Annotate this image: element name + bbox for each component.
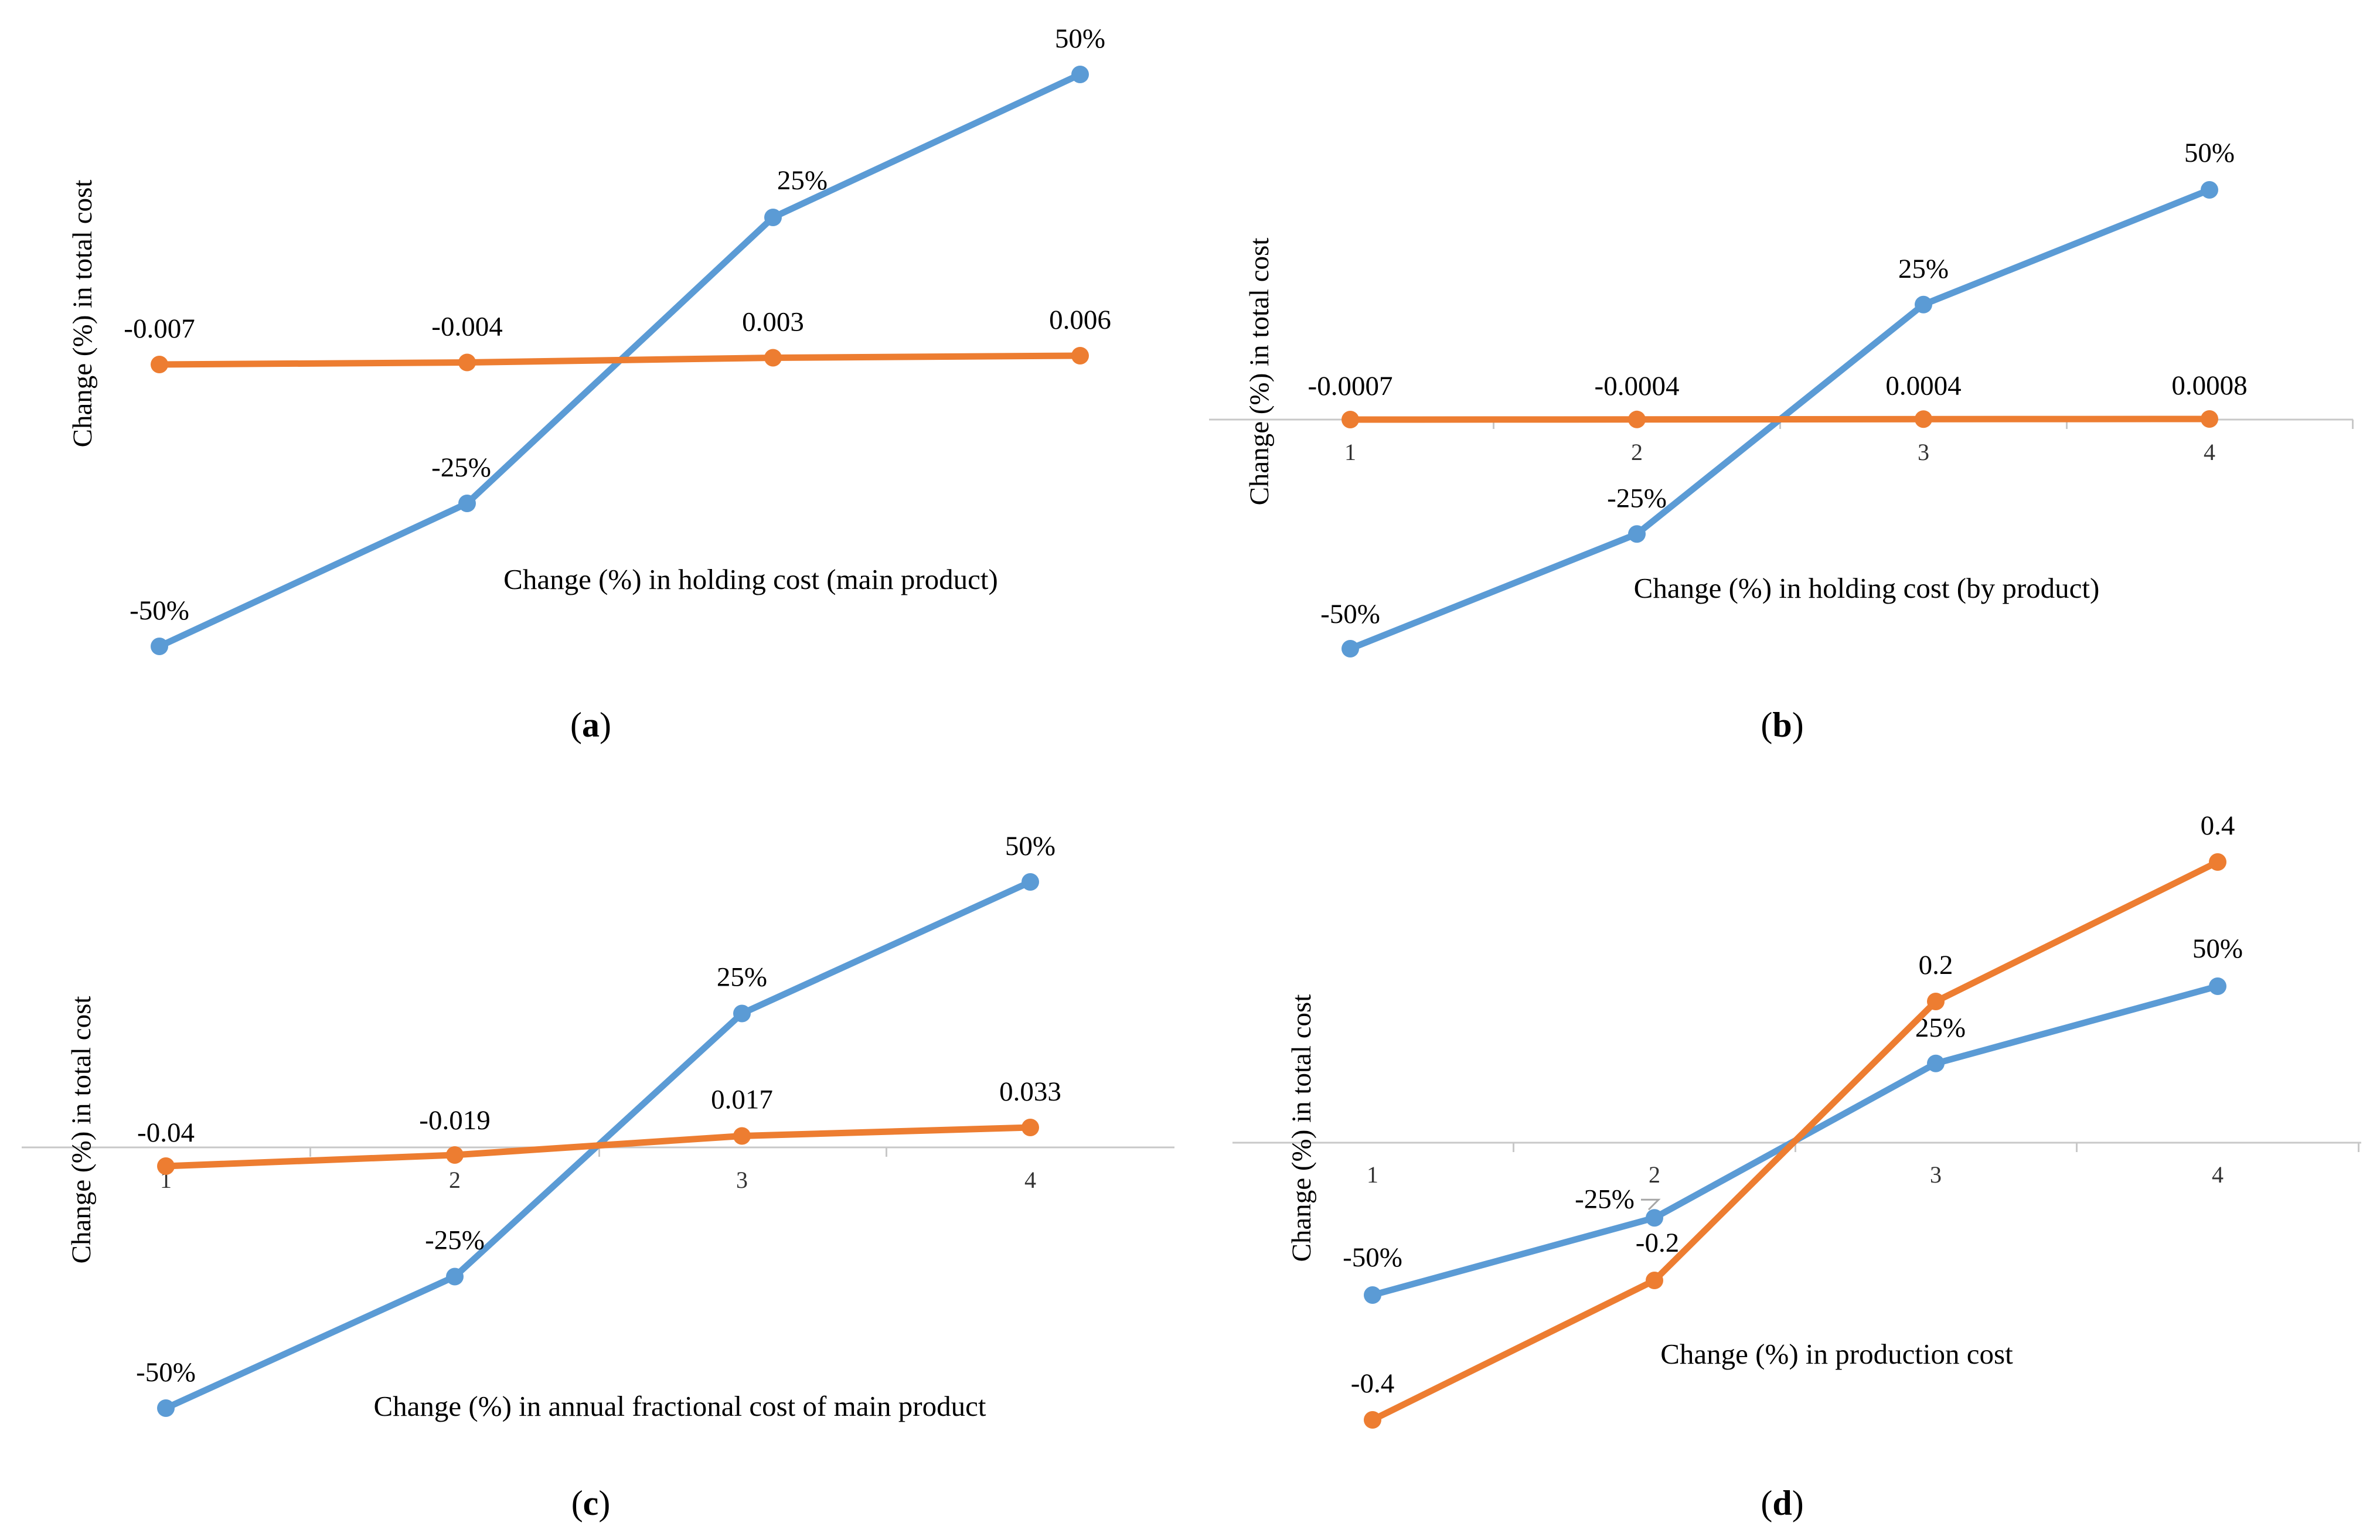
data-point-blue (1927, 1054, 1945, 1072)
data-point-blue (1646, 1209, 1663, 1227)
series-line-orange (162, 1124, 1034, 1170)
data-label-blue: -25% (431, 452, 491, 483)
data-point-orange (1927, 993, 1945, 1010)
data-label-orange: 0.006 (1049, 305, 1111, 335)
data-point-blue (1364, 1286, 1381, 1304)
data-label-orange: 0.017 (711, 1084, 773, 1115)
panel-caption: (d) (1761, 1484, 1803, 1522)
data-label-orange: 0.2 (1919, 950, 1953, 980)
data-label-blue: -50% (130, 595, 189, 626)
data-point-orange (764, 349, 782, 367)
x-tick-label: 2 (449, 1167, 461, 1193)
x-tick-label: 4 (1024, 1167, 1036, 1193)
panel-a: -50% -25% 25% 50% -0.007 -0.004 0.003 0.006 Chan… (67, 23, 1111, 744)
data-label-blue: 25% (717, 962, 767, 993)
data-label-orange: 0.4 (2201, 810, 2235, 841)
data-point-blue (1628, 525, 1646, 543)
data-point-blue (1022, 873, 1039, 891)
data-point-blue (157, 1399, 175, 1417)
data-label-orange: 0.0004 (1885, 370, 1961, 401)
panel-caption: (b) (1761, 706, 1803, 744)
data-label-orange: -0.019 (419, 1105, 490, 1136)
data-label-blue: -50% (1343, 1242, 1402, 1273)
data-label-orange: -0.0004 (1595, 371, 1680, 401)
data-point-blue (1071, 66, 1089, 83)
data-label-blue: -50% (136, 1357, 196, 1388)
data-point-blue (1915, 295, 1932, 314)
x-tick-label: 2 (1631, 439, 1643, 465)
panel-caption: (c) (571, 1484, 611, 1522)
data-point-blue (2201, 181, 2218, 199)
x-tick-label: 3 (1918, 439, 1929, 465)
data-label-orange: 0.0008 (2171, 370, 2247, 401)
x-tick-label: 3 (1930, 1161, 1942, 1188)
y-axis-title: Change (%) in total cost (1244, 238, 1275, 506)
data-label-orange: 0.003 (742, 306, 804, 337)
data-label-orange: -0.007 (124, 314, 195, 344)
data-label-orange: -0.4 (1351, 1368, 1394, 1399)
label-callout-line (1641, 1198, 1661, 1211)
data-label-orange: -0.004 (431, 312, 502, 342)
data-point-blue (733, 1004, 751, 1023)
x-axis-title: Change (%) in holding cost (main product… (503, 563, 998, 595)
data-label-orange: -0.04 (137, 1117, 195, 1148)
data-point-orange (446, 1146, 464, 1164)
x-axis-title: Change (%) in holding cost (by product) (1634, 572, 2100, 604)
x-tick-label: 2 (1649, 1161, 1660, 1188)
data-point-orange (157, 1157, 175, 1175)
data-label-blue: 25% (1898, 254, 1949, 284)
data-label-blue: -50% (1320, 599, 1380, 629)
series-line-orange (156, 352, 1084, 368)
data-label-blue: -25% (1575, 1184, 1635, 1214)
data-point-orange (1022, 1119, 1039, 1136)
data-point-blue (151, 638, 168, 655)
data-label-blue: 50% (1055, 23, 1105, 54)
panel-caption: (a) (570, 706, 611, 744)
panel-b: 1 2 3 4 -50% -25% 25% 50% -0.0007 -0.0004 0.0004 0.… (1209, 138, 2354, 744)
data-point-orange (1915, 410, 1932, 428)
x-tick-label: 4 (2204, 439, 2215, 465)
data-point-orange (458, 353, 476, 372)
x-axis-title: Change (%) in annual fractional cost of … (374, 1390, 986, 1422)
data-point-orange (1646, 1272, 1663, 1289)
series-line-orange (1369, 858, 2221, 1423)
x-tick-label: 1 (1367, 1161, 1378, 1188)
data-label-blue: -25% (1607, 483, 1667, 513)
data-point-orange (1628, 410, 1646, 428)
data-point-blue (1341, 640, 1359, 657)
data-point-blue (458, 495, 476, 512)
data-point-orange (2209, 853, 2226, 871)
data-label-orange: 0.033 (999, 1076, 1061, 1107)
x-axis-title: Change (%) in production cost (1660, 1338, 2013, 1370)
data-label-blue: 50% (1005, 831, 1055, 861)
data-point-orange (1364, 1411, 1381, 1429)
data-label-blue: 25% (777, 165, 828, 196)
data-label-orange: -0.0007 (1308, 371, 1393, 401)
data-point-orange (2201, 410, 2218, 428)
y-axis-title: Change (%) in total cost (1286, 994, 1317, 1262)
data-point-orange (1341, 411, 1359, 428)
data-point-orange (151, 356, 168, 373)
data-point-orange (1071, 347, 1089, 364)
y-axis-title: Change (%) in total cost (66, 996, 97, 1264)
x-tick-label: 3 (736, 1167, 748, 1193)
data-point-blue (2209, 977, 2226, 995)
data-label-orange: -0.2 (1636, 1228, 1679, 1258)
data-point-blue (764, 209, 782, 226)
data-point-orange (733, 1127, 751, 1145)
data-label-blue: 50% (2192, 933, 2243, 964)
data-label-blue: 50% (2184, 138, 2235, 168)
x-tick-label: 4 (2212, 1161, 2224, 1188)
x-tick-label: 1 (1344, 439, 1356, 465)
data-label-blue: -25% (425, 1225, 485, 1256)
data-point-blue (446, 1268, 464, 1286)
y-axis-title: Change (%) in total cost (67, 180, 98, 448)
series-line-orange (1347, 415, 2213, 423)
